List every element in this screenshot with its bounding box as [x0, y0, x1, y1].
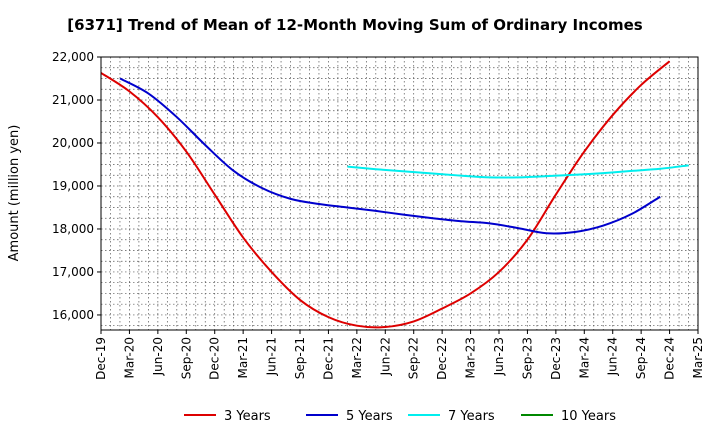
series-line-3-years [100, 60, 671, 329]
legend-label-7-years: 7 Years [448, 409, 495, 424]
legend-label-5-years: 5 Years [346, 409, 393, 424]
x-tick-label: Dec-24 [663, 337, 677, 380]
series-line-7-years [347, 164, 689, 179]
y-tick-label: 20,000 [52, 136, 94, 150]
x-tick-label: Mar-24 [577, 337, 591, 378]
x-tick-label: Dec-23 [549, 337, 563, 380]
x-tick-label: Mar-23 [464, 337, 478, 378]
legend-label-10-years: 10 Years [561, 409, 616, 424]
x-tick-label: Dec-22 [435, 337, 449, 380]
y-tick-label: 22,000 [52, 50, 94, 64]
x-tick-label: Sep-22 [407, 337, 421, 379]
y-tick-label: 16,000 [52, 308, 94, 322]
series-lines [100, 60, 689, 329]
y-tick-label: 19,000 [52, 179, 94, 193]
grid [101, 57, 698, 330]
y-tick-label: 17,000 [52, 265, 94, 279]
x-tick-label: Sep-24 [634, 337, 648, 379]
x-tick-label: Mar-20 [122, 337, 136, 378]
y-axis-label: Amount (million yen) [7, 125, 22, 262]
x-tick-label: Sep-20 [179, 337, 193, 379]
x-tick-label: Mar-21 [236, 337, 250, 378]
y-tick-label: 21,000 [52, 93, 94, 107]
x-tick-label: Sep-23 [520, 337, 534, 379]
chart-title: [6371] Trend of Mean of 12-Month Moving … [67, 16, 642, 34]
x-tick-label: Sep-21 [293, 337, 307, 379]
x-tick-label: Jun-23 [492, 337, 506, 376]
x-axis-ticks: Dec-19 Mar-20 Jun-20 Sep-20 Dec-20 Mar-21 Jun-… [94, 330, 705, 380]
x-tick-label: Dec-20 [208, 337, 222, 380]
x-tick-label: Dec-21 [321, 337, 335, 380]
x-tick-label: Jun-22 [378, 337, 392, 376]
series-line-5-years [119, 77, 661, 235]
x-tick-label: Jun-21 [265, 337, 279, 376]
x-tick-label: Dec-19 [94, 337, 108, 380]
y-axis-ticks: 16,000 17,000 18,000 19,000 20,000 21,000 22,0… [52, 50, 101, 322]
x-tick-label: Jun-24 [606, 337, 620, 376]
plot-frame [100, 56, 699, 331]
x-tick-label: Jun-20 [151, 337, 165, 376]
y-tick-label: 18,000 [52, 222, 94, 236]
legend: 3 Years 5 Years 7 Years 10 Years [184, 409, 616, 424]
x-tick-label: Mar-25 [691, 337, 705, 378]
legend-label-3-years: 3 Years [224, 409, 271, 424]
x-tick-label: Mar-22 [350, 337, 364, 378]
